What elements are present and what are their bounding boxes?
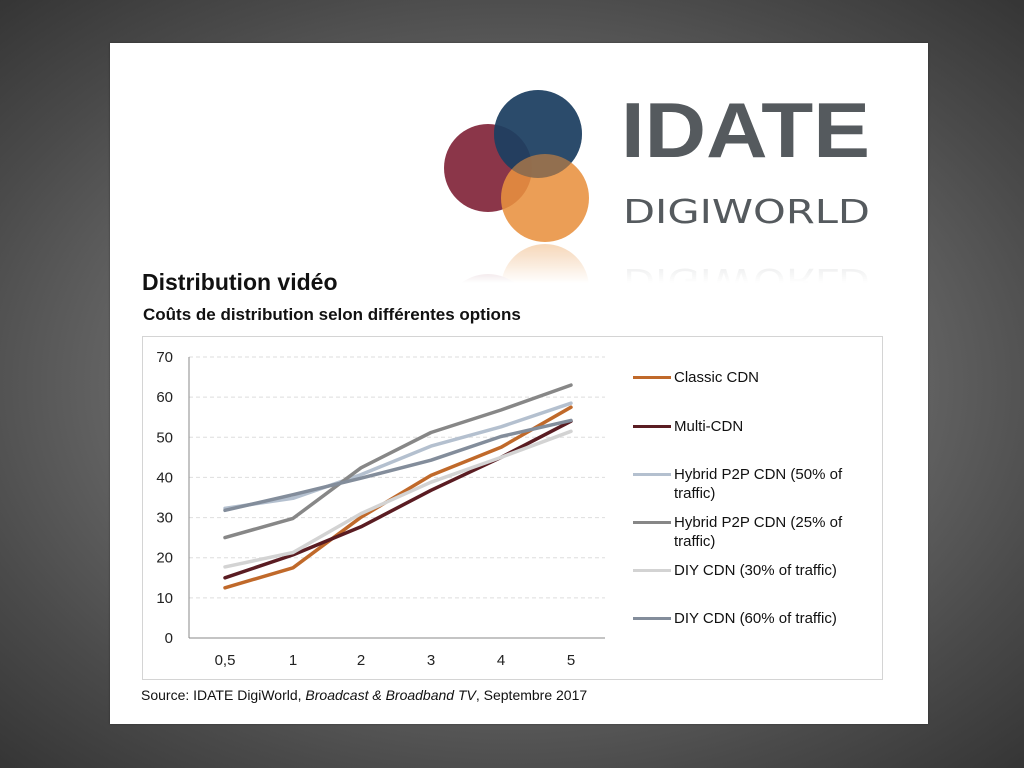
y-tick-label: 40 bbox=[156, 469, 173, 486]
legend-swatch-icon bbox=[633, 617, 671, 620]
logo-circles-icon bbox=[444, 90, 589, 242]
y-tick-label: 30 bbox=[156, 510, 173, 527]
y-tick-label: 20 bbox=[156, 550, 173, 567]
slide: IDATE DIGIWORLD DIGIWORLD Distribution v… bbox=[110, 43, 928, 724]
legend-item-hybrid-25: Hybrid P2P CDN (25% of traffic) bbox=[633, 513, 874, 551]
y-tick-label: 50 bbox=[156, 429, 173, 446]
legend-item-multi-cdn: Multi-CDN bbox=[633, 417, 874, 436]
y-tick-label: 70 bbox=[156, 349, 173, 366]
y-tick-label: 0 bbox=[165, 630, 173, 647]
chart-legend: Classic CDN Multi-CDN Hybrid P2P CDN (50… bbox=[633, 337, 883, 679]
legend-swatch-icon bbox=[633, 425, 671, 428]
chart-subtitle: Coûts de distribution selon différentes … bbox=[143, 305, 521, 324]
source-citation: Source: IDATE DigiWorld, Broadcast & Bro… bbox=[141, 687, 588, 703]
idate-digiworld-logo: IDATE DIGIWORLD DIGIWORLD bbox=[440, 86, 900, 283]
x-tick-label: 3 bbox=[427, 652, 435, 669]
y-tick-label: 10 bbox=[156, 590, 173, 607]
line-chart: 0 10 20 30 40 50 60 70 0,5 1 2 3 4 5 bbox=[156, 349, 605, 669]
series-line bbox=[223, 429, 573, 569]
x-tick-label: 5 bbox=[567, 652, 575, 669]
series-line bbox=[223, 383, 573, 540]
legend-item-diy-30: DIY CDN (30% of traffic) bbox=[633, 561, 874, 580]
series-line bbox=[223, 401, 573, 511]
logo-brand-text: IDATE bbox=[621, 86, 870, 174]
legend-swatch-icon bbox=[633, 569, 671, 572]
legend-swatch-icon bbox=[633, 521, 671, 524]
page-title: Distribution vidéo bbox=[142, 269, 338, 295]
series-line bbox=[223, 418, 573, 513]
legend-item-diy-60: DIY CDN (60% of traffic) bbox=[633, 609, 874, 628]
x-tick-label: 1 bbox=[289, 652, 297, 669]
legend-swatch-icon bbox=[633, 473, 671, 476]
legend-item-classic-cdn: Classic CDN bbox=[633, 368, 874, 387]
legend-swatch-icon bbox=[633, 376, 671, 379]
y-tick-label: 60 bbox=[156, 389, 173, 406]
logo-subbrand-text: DIGIWORLD bbox=[623, 192, 870, 231]
x-tick-label: 2 bbox=[357, 652, 365, 669]
legend-item-hybrid-50: Hybrid P2P CDN (50% of traffic) bbox=[633, 465, 874, 503]
x-tick-label: 0,5 bbox=[215, 652, 236, 669]
x-tick-label: 4 bbox=[497, 652, 505, 669]
chart-frame: 0 10 20 30 40 50 60 70 0,5 1 2 3 4 5 Classic CDN Mult… bbox=[142, 336, 883, 680]
